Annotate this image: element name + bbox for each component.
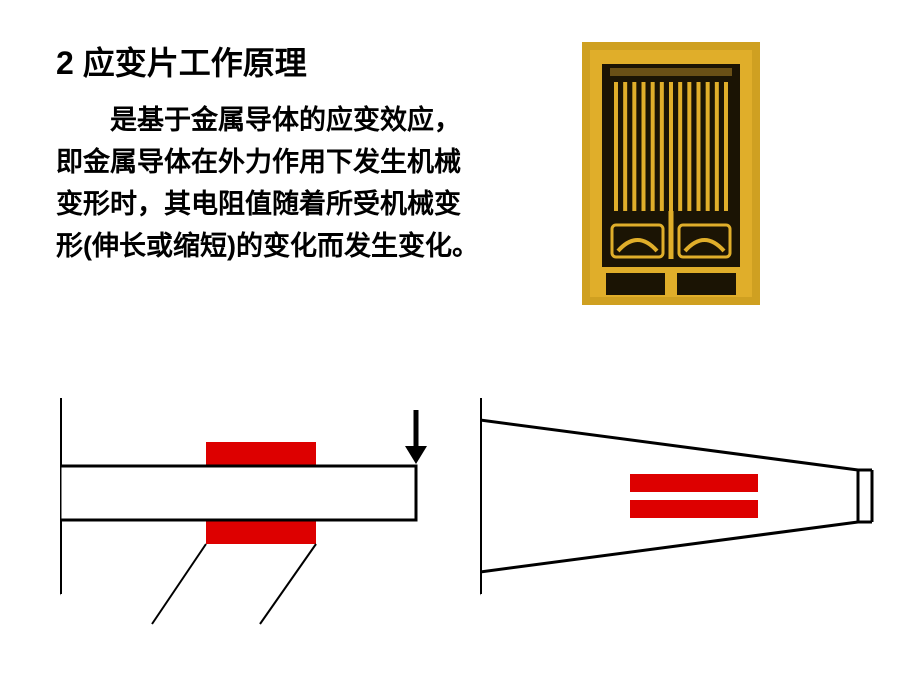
strain-gauge-svg bbox=[582, 42, 760, 305]
section-body-text: 是基于金属导体的应变效应，即金属导体在外力作用下发生机械变形时，其电阻值随着所受… bbox=[56, 100, 486, 267]
tapered-svg bbox=[480, 398, 880, 618]
cantilever-svg bbox=[60, 398, 455, 628]
strain-gauge-photo bbox=[582, 42, 760, 305]
section-heading: 2 应变片工作原理 bbox=[56, 38, 307, 84]
tapered-beam-diagram bbox=[480, 398, 880, 618]
cantilever-beam-diagram bbox=[60, 398, 455, 628]
